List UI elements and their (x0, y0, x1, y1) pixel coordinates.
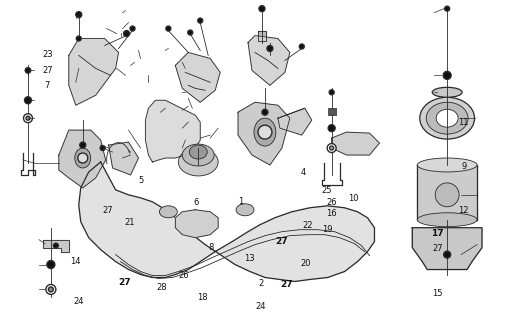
Circle shape (443, 71, 451, 79)
Circle shape (267, 45, 273, 52)
Circle shape (259, 6, 265, 12)
Text: 26: 26 (326, 197, 337, 206)
Text: 27: 27 (118, 278, 131, 287)
Text: 23: 23 (42, 50, 53, 59)
Text: 12: 12 (459, 206, 469, 215)
Ellipse shape (182, 144, 214, 166)
Text: 6: 6 (193, 197, 199, 206)
Text: 24: 24 (256, 302, 266, 311)
Circle shape (330, 146, 334, 150)
Text: 15: 15 (432, 289, 443, 298)
Text: 5: 5 (138, 176, 143, 185)
Circle shape (327, 144, 336, 153)
Polygon shape (175, 210, 218, 238)
Text: 1: 1 (238, 197, 243, 206)
Text: 27: 27 (280, 280, 293, 289)
Circle shape (76, 36, 81, 41)
Text: 24: 24 (74, 297, 84, 306)
Text: 27: 27 (103, 206, 113, 215)
Text: 4: 4 (300, 168, 306, 177)
Circle shape (328, 125, 335, 132)
Circle shape (329, 90, 334, 95)
Text: 22: 22 (302, 221, 313, 230)
Circle shape (188, 30, 193, 35)
Text: 27: 27 (42, 66, 53, 75)
Polygon shape (278, 108, 312, 135)
Circle shape (47, 260, 55, 268)
Circle shape (78, 153, 88, 163)
Text: 9: 9 (461, 162, 466, 171)
Circle shape (24, 114, 32, 123)
Circle shape (100, 146, 105, 150)
Polygon shape (43, 240, 69, 252)
Circle shape (258, 125, 272, 139)
Polygon shape (59, 130, 106, 188)
Circle shape (198, 18, 203, 23)
Ellipse shape (75, 148, 91, 168)
Text: 27: 27 (275, 237, 288, 246)
Text: 8: 8 (209, 243, 214, 252)
Ellipse shape (432, 87, 462, 97)
Circle shape (46, 284, 56, 294)
Text: 25: 25 (322, 186, 332, 195)
Ellipse shape (160, 206, 177, 218)
Ellipse shape (426, 102, 468, 134)
Circle shape (130, 26, 135, 31)
Text: 20: 20 (300, 260, 311, 268)
Circle shape (25, 68, 31, 73)
Ellipse shape (417, 213, 477, 227)
Polygon shape (248, 36, 290, 85)
Ellipse shape (254, 118, 276, 146)
Ellipse shape (436, 109, 458, 127)
Circle shape (299, 44, 305, 49)
Ellipse shape (417, 158, 477, 172)
Polygon shape (69, 38, 119, 105)
Text: 26: 26 (179, 271, 189, 280)
Polygon shape (109, 142, 138, 175)
Text: 21: 21 (124, 218, 134, 227)
Text: 16: 16 (326, 209, 337, 218)
Text: 14: 14 (70, 258, 81, 267)
Ellipse shape (236, 204, 254, 216)
Circle shape (48, 287, 54, 292)
Polygon shape (258, 31, 266, 41)
Text: 17: 17 (431, 229, 444, 238)
Text: 10: 10 (348, 194, 359, 203)
Polygon shape (332, 132, 379, 155)
Ellipse shape (420, 97, 475, 139)
Circle shape (435, 183, 459, 207)
Circle shape (54, 243, 59, 248)
Text: 27: 27 (432, 244, 443, 253)
Text: 7: 7 (44, 81, 50, 90)
Circle shape (444, 251, 450, 258)
Bar (328, 108, 336, 115)
Circle shape (26, 116, 30, 120)
Ellipse shape (178, 148, 218, 176)
Polygon shape (79, 162, 375, 282)
Circle shape (124, 31, 130, 36)
Text: 18: 18 (197, 292, 208, 301)
Circle shape (80, 142, 86, 148)
Circle shape (166, 26, 171, 31)
Circle shape (445, 6, 449, 11)
Text: 11: 11 (459, 118, 469, 127)
Text: 13: 13 (244, 254, 255, 263)
Circle shape (25, 97, 31, 104)
Circle shape (76, 12, 82, 18)
Polygon shape (175, 52, 220, 102)
Circle shape (262, 109, 268, 115)
Text: 28: 28 (157, 283, 167, 292)
Ellipse shape (189, 145, 207, 159)
Polygon shape (417, 165, 477, 220)
Polygon shape (145, 100, 200, 162)
Polygon shape (238, 102, 290, 165)
Polygon shape (412, 228, 482, 269)
Text: 2: 2 (258, 279, 263, 288)
Text: 19: 19 (322, 225, 332, 234)
